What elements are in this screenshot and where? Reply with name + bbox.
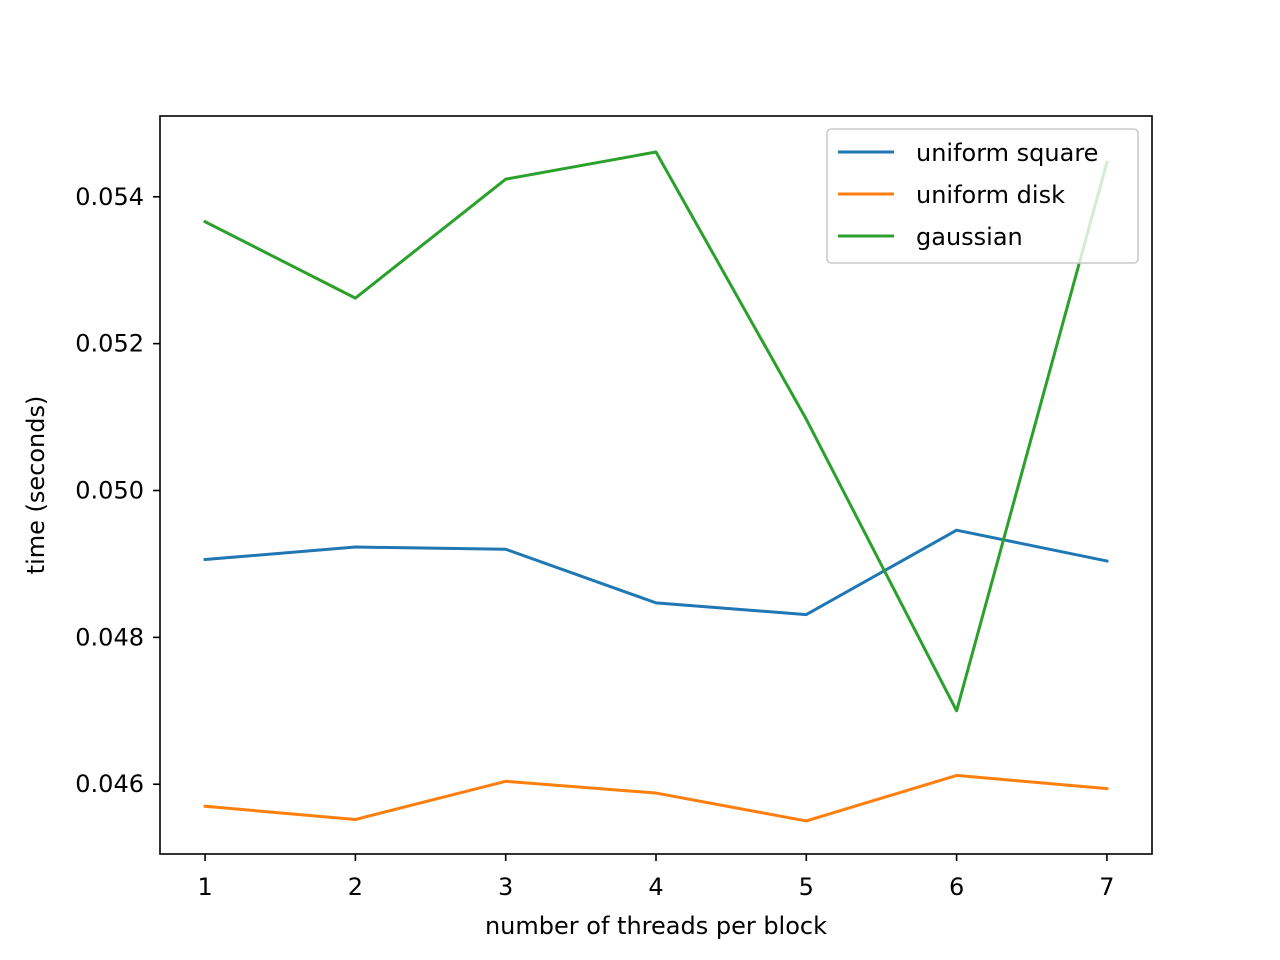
legend-label: gaussian <box>916 223 1023 251</box>
x-tick-label: 1 <box>197 873 212 901</box>
legend-label: uniform disk <box>916 181 1065 209</box>
x-tick-label: 6 <box>949 873 964 901</box>
y-tick-label: 0.054 <box>75 183 144 211</box>
x-tick-label: 4 <box>648 873 663 901</box>
legend: uniform square uniform disk gaussian <box>826 128 1139 264</box>
x-tick-label: 7 <box>1099 873 1114 901</box>
series-line-gaussian <box>203 150 1109 713</box>
y-axis-label: time (seconds) <box>22 396 50 575</box>
y-tick-label: 0.046 <box>75 770 144 798</box>
series-layer <box>203 150 1109 823</box>
y-tick-label: 0.048 <box>75 623 144 651</box>
x-tick-label: 3 <box>498 873 513 901</box>
series-line-uniform-square <box>203 528 1109 617</box>
legend-label: uniform square <box>916 139 1098 167</box>
x-tick-label: 5 <box>799 873 814 901</box>
x-tick-label: 2 <box>348 873 363 901</box>
y-tick-label: 0.050 <box>75 477 144 505</box>
x-axis-label: number of threads per block <box>485 912 827 940</box>
series-line-uniform-disk <box>203 773 1109 823</box>
x-axis: 1 2 3 4 5 6 7 <box>197 854 1115 901</box>
legend-frame <box>826 128 1139 264</box>
y-axis: 0.046 0.048 0.050 0.052 0.054 <box>75 183 160 798</box>
y-tick-label: 0.052 <box>75 330 144 358</box>
